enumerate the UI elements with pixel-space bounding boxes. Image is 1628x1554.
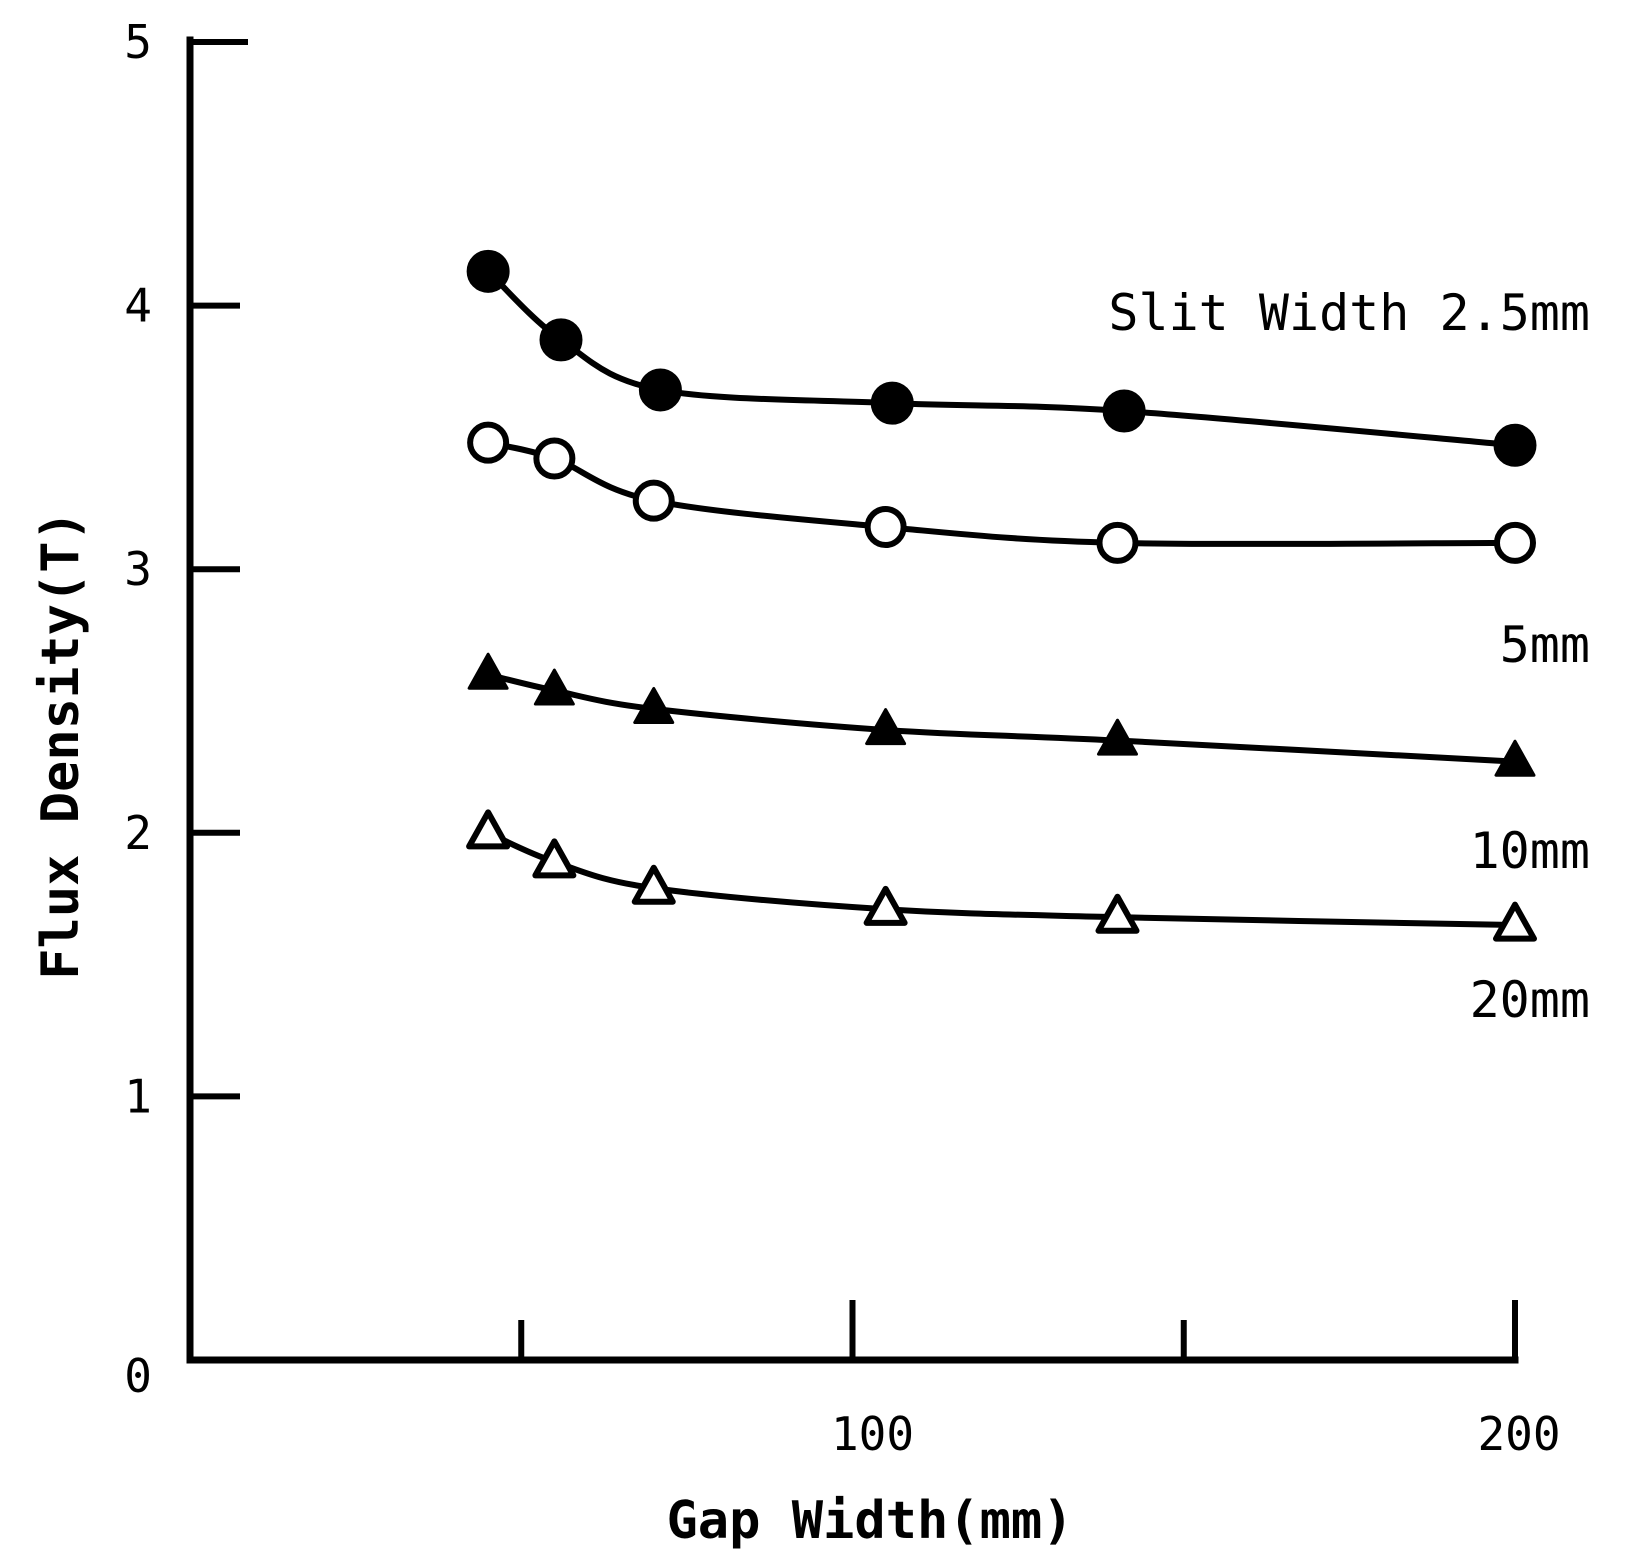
point-s2-1 [533, 668, 575, 706]
point-s1-0 [467, 421, 510, 464]
y-axis-title: Flux Density(T) [31, 510, 91, 980]
x-tick-label-2: 100 [831, 1407, 914, 1461]
point-s2-5 [1494, 739, 1536, 777]
point-s1-2 [632, 479, 675, 522]
point-s0-1 [539, 318, 583, 362]
labels: 1 2 3 4 5 0 100 200 Slit Width 2.5mm 5mm 10mm 20mm [124, 15, 1590, 1461]
point-s2-3 [865, 708, 907, 746]
point-s0-4 [1102, 389, 1146, 433]
series-line-3 [485, 829, 1518, 929]
x-tick-label-4: 200 [1477, 1407, 1560, 1461]
point-s3-4 [1095, 893, 1140, 934]
point-s1-1 [533, 437, 576, 480]
point-s3-5 [1493, 901, 1537, 942]
point-s2-0 [467, 652, 509, 690]
y-tick-label-1: 2 [124, 806, 152, 860]
markers [466, 249, 1537, 942]
series-lines [485, 268, 1518, 929]
y-tick-label-0: 1 [124, 1069, 152, 1123]
point-s2-2 [633, 687, 675, 725]
point-s1-5 [1494, 521, 1536, 564]
y-tick-label-4: 5 [124, 15, 152, 69]
point-s3-0 [466, 809, 511, 850]
point-s3-2 [631, 864, 676, 905]
point-s1-4 [1096, 521, 1139, 564]
point-s0-3 [870, 381, 914, 425]
y-tick-label-2: 3 [124, 542, 152, 596]
y-tick-label-3: 4 [124, 279, 152, 333]
point-s1-3 [864, 506, 907, 549]
x-tick-label-0: 0 [124, 1349, 152, 1403]
point-s2-4 [1097, 718, 1138, 756]
axes [186, 36, 1519, 1364]
point-s0-5 [1493, 423, 1537, 467]
point-s3-3 [863, 885, 908, 926]
ticks [190, 39, 1518, 1360]
x-axis-title: Gap Width(mm) [667, 1491, 1074, 1551]
series-label-0: Slit Width 2.5mm [1108, 284, 1590, 342]
point-s3-1 [532, 838, 577, 879]
point-s0-0 [466, 249, 510, 293]
series-label-1: 5mm [1500, 616, 1590, 674]
series-label-3: 20mm [1470, 971, 1590, 1029]
point-s0-2 [638, 368, 682, 412]
series-label-2: 10mm [1470, 822, 1590, 880]
